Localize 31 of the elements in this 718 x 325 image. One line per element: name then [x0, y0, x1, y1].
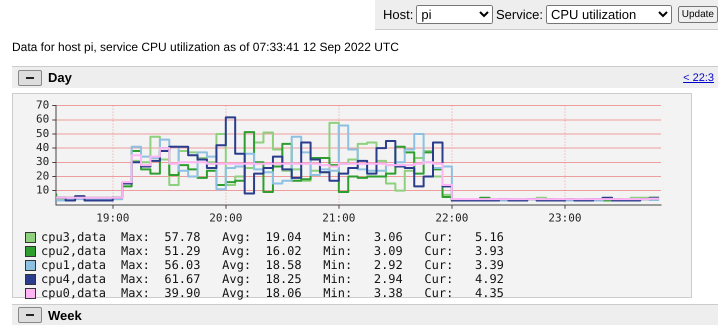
text: pi	[416, 5, 493, 24]
text: Max: 57.78 Avg: 19.04 Min: 3.06 Cur: 5.16	[121, 230, 504, 244]
y-tick-label: 20	[36, 169, 50, 182]
legend-label: cpu2,data	[41, 244, 108, 258]
x-tick-label: 20:00	[209, 211, 242, 224]
text: Host:	[383, 7, 414, 22]
x-tick-label: 19:00	[96, 211, 130, 224]
text: Max: 61.67 Avg: 18.25 Min: 2.94 Cur: 4.92	[121, 272, 504, 286]
y-tick-label: 30	[36, 155, 50, 168]
text: Service:	[496, 7, 543, 22]
legend-label: cpu0,data	[41, 286, 108, 300]
x-tick-label: 21:00	[322, 211, 356, 224]
legend-label: cpu3,data	[41, 230, 108, 244]
y-tick-label: 40	[36, 140, 50, 154]
text: Max: 51.29 Avg: 16.02 Min: 3.09 Cur: 3.93	[121, 244, 504, 258]
legend-label: cpu1,data	[41, 258, 108, 272]
y-tick-label: 10	[36, 183, 50, 196]
text: CPU utilization	[546, 5, 672, 24]
text: Update	[678, 6, 718, 23]
text: Week	[48, 308, 82, 322]
y-tick-label: 70	[36, 98, 50, 112]
text: Max: 39.90 Avg: 18.06 Min: 3.38 Cur: 4.35	[121, 286, 504, 300]
text: Max: 56.03 Avg: 18.58 Min: 2.92 Cur: 3.39	[121, 258, 504, 272]
chart-subtitle: Data for host pi, service CPU utilization as of 07:33:41 12 Sep 2022 UTC	[12, 40, 399, 54]
x-tick-label: 22:00	[435, 211, 468, 224]
legend-label: cpu4,data	[41, 272, 108, 286]
y-tick-label: 60	[36, 112, 50, 126]
text: < 22:3	[683, 72, 714, 84]
chart-title: Day	[48, 70, 72, 85]
y-tick-label: 50	[36, 126, 50, 140]
x-tick-label: 23:00	[548, 211, 582, 224]
